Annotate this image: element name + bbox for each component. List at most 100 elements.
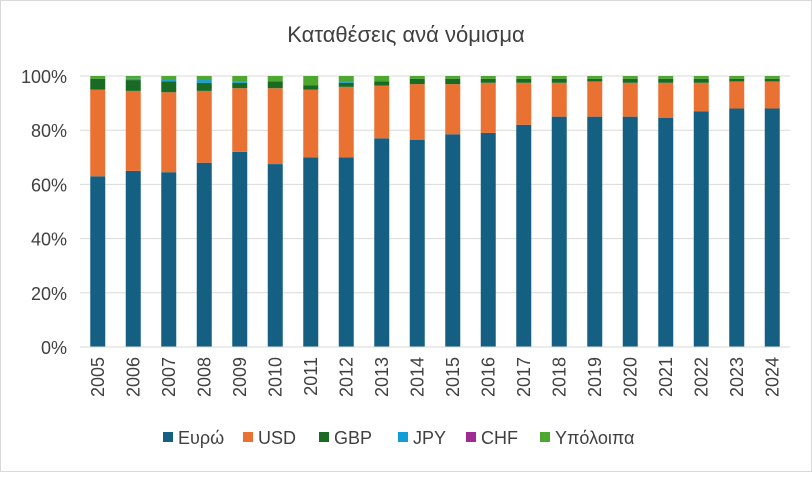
bar-segment xyxy=(480,78,496,83)
bar-segment xyxy=(551,116,567,348)
bar-segment xyxy=(764,108,780,348)
bar-segment xyxy=(551,82,567,117)
bar-segment xyxy=(551,78,567,83)
bar-segment xyxy=(267,76,283,82)
legend-label: CHF xyxy=(481,428,518,448)
bar-segment xyxy=(516,76,532,79)
bar-segment xyxy=(232,81,248,83)
bar-segment xyxy=(658,78,674,83)
bar-segment xyxy=(729,108,745,348)
legend-label: GBP xyxy=(334,428,372,448)
bar-segment xyxy=(622,116,638,348)
x-tick-label: 2020 xyxy=(620,357,640,397)
bar-segment xyxy=(658,76,674,79)
x-tick-label: 2008 xyxy=(194,357,214,397)
bar-segment xyxy=(338,86,354,158)
bar-segment xyxy=(267,164,283,347)
x-tick-label: 2018 xyxy=(549,357,569,397)
bar-segment xyxy=(90,76,106,79)
legend-swatch xyxy=(243,432,253,442)
bar-segment xyxy=(658,118,674,347)
bar-segment xyxy=(587,78,603,82)
x-tick-label: 2015 xyxy=(443,357,463,397)
bar-segment xyxy=(303,76,319,86)
bar-segment xyxy=(232,76,248,82)
legend-swatch xyxy=(466,432,476,442)
legend-swatch xyxy=(398,432,408,442)
legend: Ευρώ USD GBP JPY CHF Υπόλοιπα xyxy=(163,428,634,448)
bar-segment xyxy=(338,157,354,347)
bar-segment xyxy=(480,82,496,133)
x-axis: 2005 2006 2007 2008 2009 2010 2011 2012 2013 2014… xyxy=(80,346,790,397)
bar-segment xyxy=(374,85,390,139)
legend-label: USD xyxy=(258,428,296,448)
bar-segment xyxy=(267,81,283,89)
bar-segment xyxy=(267,88,283,165)
x-tick-label: 2007 xyxy=(159,357,179,397)
bar-segment xyxy=(125,78,141,81)
bar-segment xyxy=(161,80,177,82)
bar-segment xyxy=(693,82,709,112)
bar-segment xyxy=(729,76,745,79)
x-tick-label: 2012 xyxy=(336,357,356,397)
bar-segment xyxy=(338,76,354,82)
x-tick-label: 2017 xyxy=(514,357,534,397)
bar-segment xyxy=(693,78,709,83)
bar-segment xyxy=(125,170,141,347)
legend-label: JPY xyxy=(413,428,446,448)
bar-segment xyxy=(232,82,248,89)
bar-segment xyxy=(90,78,106,90)
bar-segment xyxy=(764,81,780,109)
bar-segment xyxy=(764,78,780,82)
bar-segment xyxy=(622,76,638,79)
legend-label: Ευρώ xyxy=(178,428,224,448)
bar-segment xyxy=(516,82,532,125)
x-tick-label: 2014 xyxy=(407,357,427,397)
bar-segment xyxy=(409,139,425,347)
bar-segment xyxy=(587,76,603,79)
bar-segment xyxy=(232,88,248,152)
x-tick-label: 2010 xyxy=(265,357,285,397)
y-tick-label: 100% xyxy=(21,67,67,87)
bar-segment xyxy=(622,78,638,83)
bar-segment xyxy=(196,76,212,81)
bar-segment xyxy=(303,85,319,90)
bar-segment xyxy=(232,151,248,347)
bar-segment xyxy=(90,176,106,347)
y-tick-label: 80% xyxy=(31,121,67,141)
x-tick-label: 2023 xyxy=(727,357,747,397)
legend-swatch xyxy=(163,432,173,442)
y-tick-label: 20% xyxy=(31,284,67,304)
bar-segment xyxy=(161,172,177,347)
bar-segment xyxy=(764,76,780,79)
bar-segment xyxy=(480,132,496,347)
legend-label: Υπόλοιπα xyxy=(555,428,634,448)
x-tick-label: 2009 xyxy=(230,357,250,397)
bar-segment xyxy=(196,80,212,83)
x-tick-label: 2005 xyxy=(88,357,108,397)
bar-segment xyxy=(125,80,141,91)
bar-segment xyxy=(303,157,319,347)
y-axis: 0% 20% 40% 60% 80% 100% xyxy=(21,67,67,358)
bar-segment xyxy=(409,76,425,79)
bar-segment xyxy=(693,76,709,79)
bar-segment xyxy=(303,89,319,158)
y-tick-label: 60% xyxy=(31,175,67,195)
bar-segment xyxy=(409,78,425,85)
bar-segment xyxy=(445,76,461,79)
y-tick-label: 0% xyxy=(41,338,67,358)
bar-segment xyxy=(445,78,461,85)
x-tick-label: 2024 xyxy=(762,357,782,397)
bar-segment xyxy=(693,111,709,347)
bar-segment xyxy=(587,81,603,117)
chart-title: Καταθέσεις ανά νόμισμα xyxy=(287,22,525,47)
bar-segment xyxy=(125,76,141,79)
x-tick-label: 2006 xyxy=(123,357,143,397)
x-tick-label: 2022 xyxy=(691,357,711,397)
bar-segment xyxy=(196,162,212,347)
bar-segment xyxy=(196,82,212,91)
bar-segment xyxy=(622,82,638,117)
